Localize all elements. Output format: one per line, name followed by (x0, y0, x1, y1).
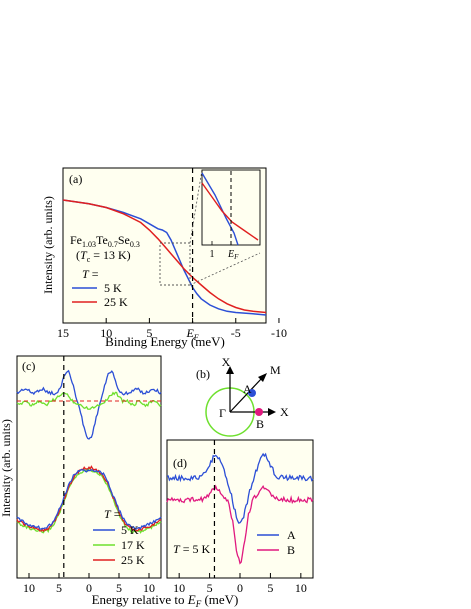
panel-c-lower-25k (16, 465, 162, 533)
panel-a-x-tick-label: -10 (271, 326, 287, 340)
point-a-marker (248, 389, 256, 397)
legend-d-a-label: A (287, 528, 296, 542)
legend-a-25k-label: 25 K (104, 295, 128, 309)
label-a: A (243, 382, 252, 396)
panel-a-x-tick-label: 15 (57, 326, 69, 340)
x-tick-label: 5 (116, 581, 122, 595)
label-m: M (270, 363, 281, 377)
panel-c-ylabel: Intensity (arb. units) (0, 419, 13, 517)
inset-frame (201, 169, 261, 246)
panel-d-x-ticks: 10 5 0 5 10 (173, 573, 307, 595)
inset-curve-25k (201, 182, 259, 241)
inset-curve-5k (201, 172, 239, 246)
x-tick-label: 5 (267, 581, 273, 595)
panel-c: (c) 10 5 0 5 10 T = 5 K 17 K 25 K Intensity … (0, 355, 162, 595)
panel-d-t-label: T = 5 K (173, 542, 210, 556)
x-tick-label: 0 (86, 581, 92, 595)
compound-formula: Fe1.03Te0.7Se0.3 (70, 233, 140, 249)
panel-a-series-5k (62, 199, 267, 316)
zoom-connector-bottom (189, 252, 261, 286)
x-tick-label: 10 (173, 581, 185, 595)
x-tick-label: 5 (56, 581, 62, 595)
panel-c-x-ticks: 10 5 0 5 10 (23, 573, 155, 595)
panel-a-xlabel: Binding Energy (meV) (105, 334, 225, 349)
x-tick-label: 0 (237, 581, 243, 595)
label-x-right: X (280, 405, 289, 419)
panel-d: (d) 10 5 0 5 10 A B T = 5 K (166, 439, 314, 595)
panel-d-frame (166, 439, 314, 579)
arrowhead-m (258, 373, 267, 382)
panel-a-ylabel: Intensity (arb. units) (41, 196, 55, 294)
panel-c-upper-5k (16, 369, 162, 440)
legend-d-b-label: B (287, 543, 295, 557)
panel-a-x-tick-label: -5 (231, 326, 241, 340)
label-gamma: Γ (219, 406, 226, 420)
panel-a-x-tick-label: 10 (100, 326, 112, 340)
panel-a-x-tick-label: EF (185, 326, 198, 342)
panel-d-series-b (166, 484, 314, 565)
legend-c-25k-label: 25 K (121, 553, 145, 567)
panel-a-x-tick-label: 5 (146, 326, 152, 340)
x-tick-label: 5 (207, 581, 213, 595)
arrowhead-x-right (268, 408, 276, 416)
panel-b: (b) X M A Γ B X (196, 355, 289, 437)
inset-tick-label-1: 1 (210, 249, 215, 260)
x-tick-label: 10 (23, 581, 35, 595)
legend-a-5k-label: 5 K (104, 281, 122, 295)
label-x-top: X (222, 355, 231, 369)
panel-c-label: (c) (22, 359, 35, 373)
label-b: B (256, 417, 264, 431)
legend-c-5k-label: 5 K (121, 523, 139, 537)
point-b-marker (255, 408, 263, 416)
panel-d-label: (d) (173, 456, 187, 470)
arrowhead-x-top (226, 366, 234, 374)
x-tick-label: 10 (295, 581, 307, 595)
shared-xlabel: Energy relative to EF (meV) (92, 592, 239, 609)
x-tick-label: 10 (143, 581, 155, 595)
panel-b-label: (b) (196, 367, 210, 381)
tc-annotation: (Tc = 13 K) (76, 248, 131, 264)
panel-a-label: (a) (69, 172, 82, 186)
zoom-connector-top (189, 169, 203, 244)
panel-d-series-a (166, 452, 314, 524)
panel-c-lower-5k (16, 469, 162, 530)
legend-c-17k-label: 17 K (121, 538, 145, 552)
panel-c-t-label: T = (104, 507, 121, 521)
panel-d-curves (166, 452, 314, 565)
panel-a-curves (62, 199, 267, 316)
panel-a-t-label: T = (82, 267, 99, 281)
panel-a-series-25k (62, 199, 267, 314)
axis-gamma-m (229, 377, 263, 413)
panel-a: (a) 15 10 5 EF -5 -10 1 EF Fe1.03Te0.7Se0.3 (… (41, 167, 287, 349)
